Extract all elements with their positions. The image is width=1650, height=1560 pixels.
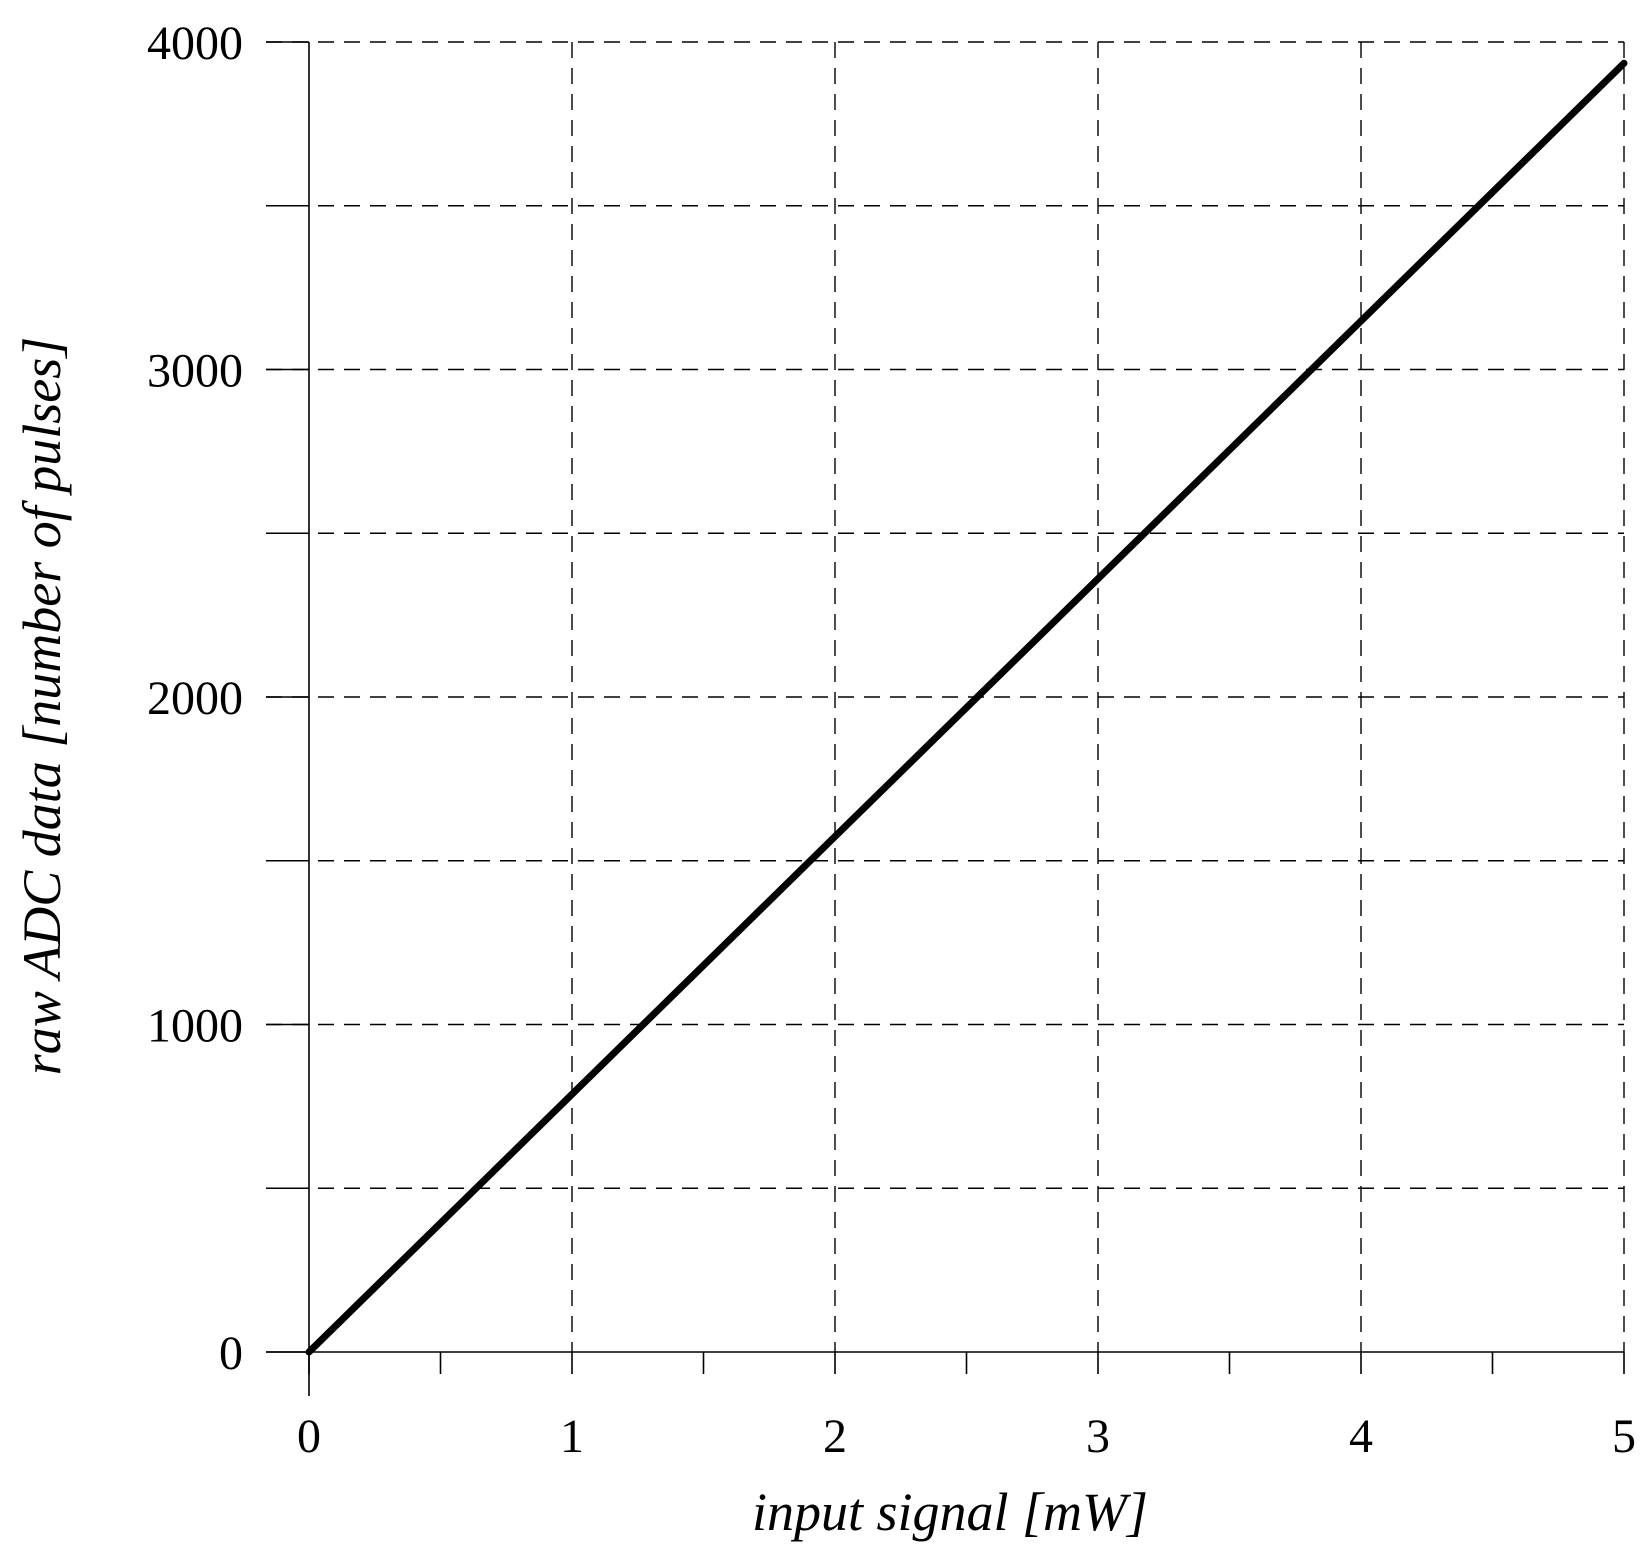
axes bbox=[266, 42, 1624, 1396]
ticks bbox=[266, 41, 1625, 1374]
y-tick-label: 4000 bbox=[147, 17, 243, 70]
x-tick-label: 3 bbox=[1086, 1410, 1110, 1463]
x-tick-label: 1 bbox=[560, 1410, 584, 1463]
x-tick-label: 5 bbox=[1612, 1410, 1636, 1463]
x-tick-label: 2 bbox=[823, 1410, 847, 1463]
y-axis-title: raw ADC data [number of pulses] bbox=[12, 337, 72, 1076]
x-tick-label: 0 bbox=[297, 1410, 321, 1463]
series bbox=[305, 59, 1628, 1356]
series-line bbox=[305, 59, 1628, 1356]
y-tick-label: 2000 bbox=[147, 672, 243, 725]
x-axis-title: input signal [mW] bbox=[752, 1482, 1148, 1542]
y-tick-label: 0 bbox=[219, 1327, 243, 1380]
y-tick-label: 3000 bbox=[147, 345, 243, 398]
y-tick-label: 1000 bbox=[147, 1000, 243, 1053]
grid-lines bbox=[266, 41, 1625, 1352]
tick-labels: 0 1 2 3 4 5 0 1000 2000 3000 4000 bbox=[147, 17, 1636, 1463]
x-tick-label: 4 bbox=[1349, 1410, 1373, 1463]
